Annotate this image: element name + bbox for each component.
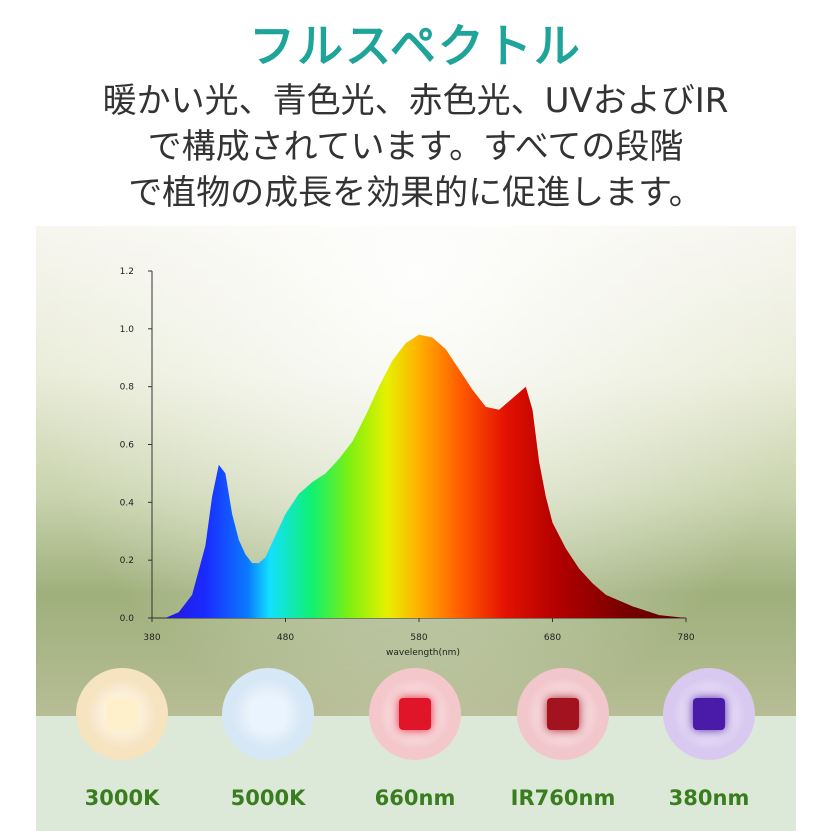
x-tick-label: 780 — [677, 633, 694, 643]
light-label: 660nm — [374, 786, 456, 810]
description-line-2: で構成されています。すべての段階 — [147, 127, 684, 167]
led-chip-icon — [399, 698, 431, 730]
y-tick-label: 0.8 — [120, 383, 135, 393]
light-label: 380nm — [668, 786, 750, 810]
light-4-badge — [663, 668, 755, 760]
y-tick-label: 0.6 — [120, 441, 135, 451]
x-tick-label: 380 — [143, 633, 160, 643]
led-chip-icon — [252, 698, 284, 730]
light-label: 5000K — [230, 786, 306, 810]
light-3-badge — [517, 668, 609, 760]
light-label: IR760nm — [510, 786, 616, 810]
description-line-3: で植物の成長を効果的に促進します。 — [128, 173, 703, 213]
light-0-badge — [76, 668, 168, 760]
light-label: 3000K — [84, 786, 160, 810]
led-chip-icon — [547, 698, 579, 730]
y-tick-label: 0.2 — [120, 556, 134, 566]
y-tick-label: 1.2 — [120, 267, 134, 277]
led-chip-icon — [106, 698, 138, 730]
x-tick-label: 580 — [410, 633, 427, 643]
banner-title: フルスペクトル — [249, 19, 582, 73]
description-line-1: 暖かい光、青色光、赤色光、UVおよびIR — [102, 81, 729, 121]
led-chip-icon — [693, 698, 725, 730]
y-tick-label: 0.0 — [120, 614, 135, 624]
light-1-badge — [222, 668, 314, 760]
light-2-badge — [369, 668, 461, 760]
x-tick-label: 480 — [277, 633, 294, 643]
spectrum-area — [165, 334, 687, 618]
y-tick-label: 0.4 — [120, 498, 135, 508]
x-tick-label: 680 — [544, 633, 561, 643]
banner-description: 暖かい光、青色光、赤色光、UVおよびIR で構成されています。すべての段階 で植… — [0, 78, 831, 216]
y-tick-label: 1.0 — [120, 325, 135, 335]
chart-ticks: 0.0 0.2 0.4 0.6 0.8 1.0 1.2 380 480 580 680 780 — [120, 267, 695, 643]
x-axis-label: wavelength(nm) — [386, 648, 460, 658]
